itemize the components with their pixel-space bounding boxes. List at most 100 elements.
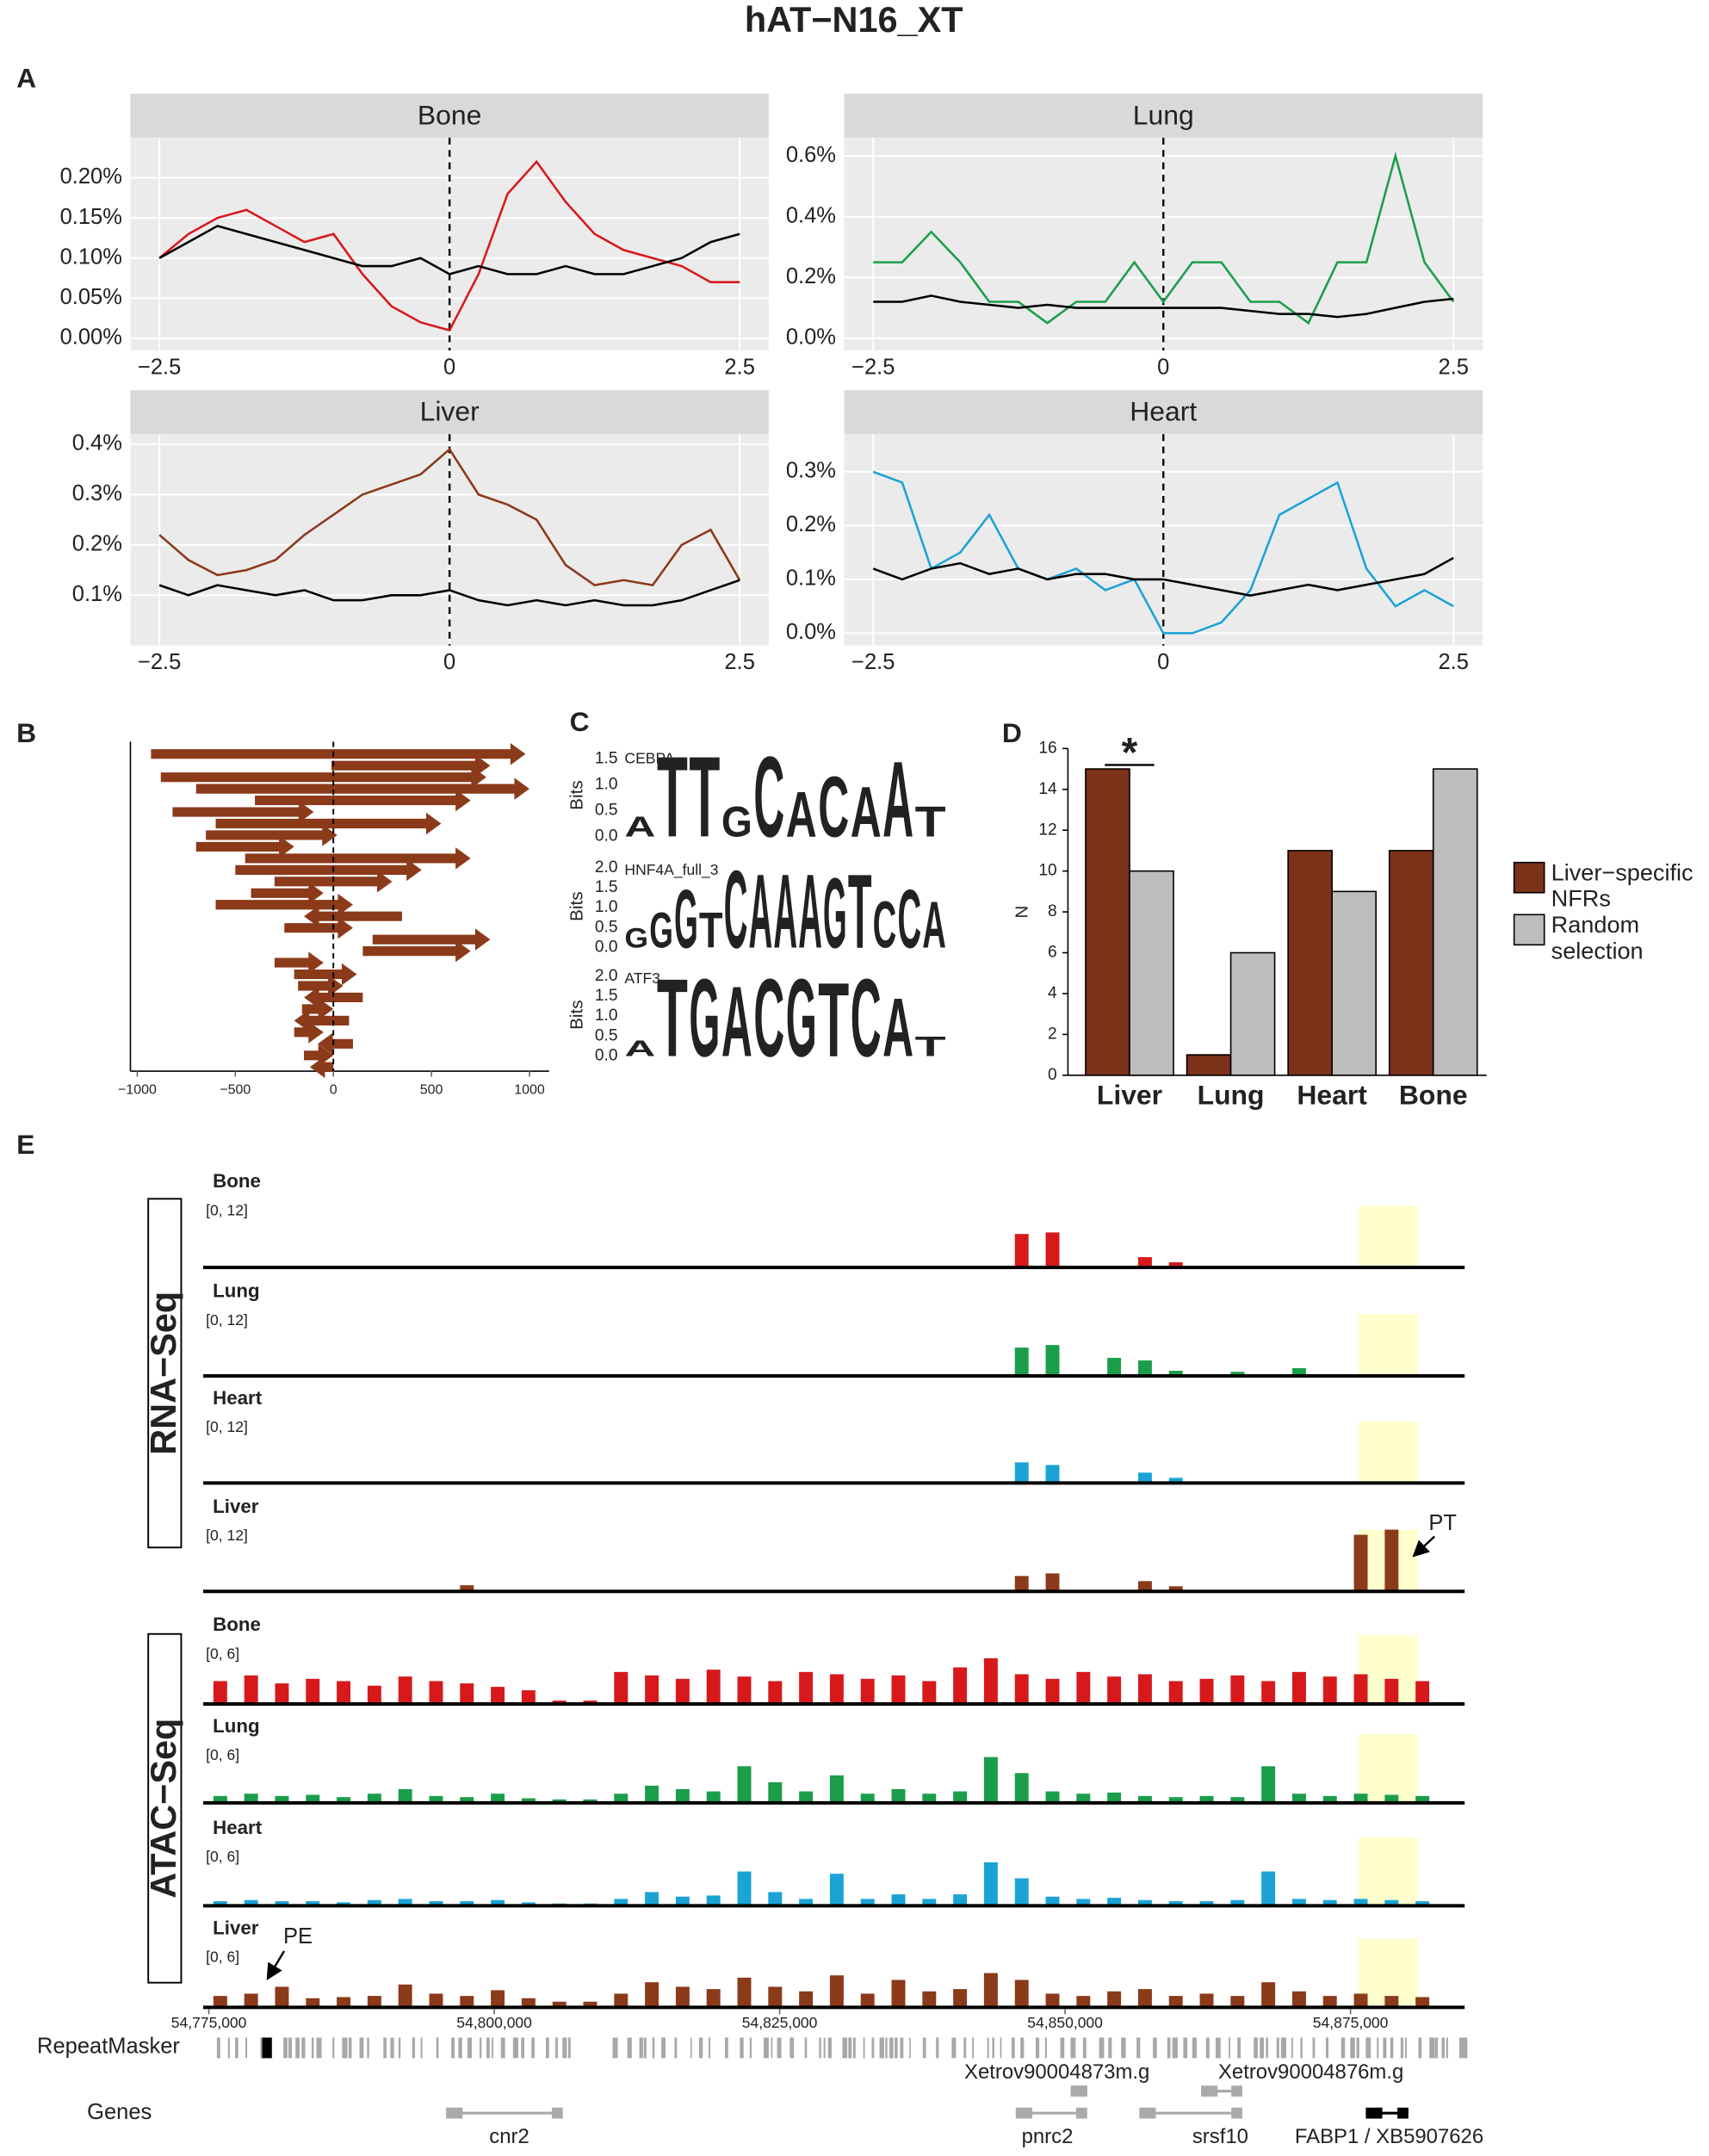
x-tick-label: −1000 <box>118 1083 157 1098</box>
x-tick-label: 54,825,000 <box>742 2014 818 2031</box>
signal-bar <box>1014 1348 1029 1376</box>
annotation-arrow <box>1412 1535 1435 1558</box>
signal-bar <box>429 1993 443 2008</box>
y-tick-label: 4 <box>1048 984 1057 1002</box>
signal-bar <box>614 1899 628 1906</box>
bar <box>1432 768 1478 1076</box>
signal-bar <box>799 1899 814 1906</box>
repeat-block <box>852 2037 856 2059</box>
repeat-block <box>412 2037 416 2059</box>
gene-exon <box>1231 2085 1242 2097</box>
signal-bar <box>922 1991 937 2008</box>
signal-bar <box>1045 1345 1060 1376</box>
logo-letter: C <box>753 733 784 861</box>
gene-name: FABP1 / XB5907626 <box>1295 2125 1483 2148</box>
signal-bar <box>1291 1991 1306 2008</box>
legend-swatch <box>1513 861 1545 894</box>
y-tick-label: 0.3% <box>786 459 836 483</box>
repeat-block <box>643 2037 647 2059</box>
signal-bar <box>706 1989 721 2008</box>
signal-bar <box>983 1657 998 1705</box>
repeat-block <box>348 2037 352 2059</box>
repeat-block <box>1167 2037 1171 2059</box>
repeat-block <box>383 2037 387 2059</box>
logo-letter: T <box>689 733 720 861</box>
signal-bar <box>829 1674 844 1705</box>
signal-bar <box>706 1895 721 1906</box>
x-tick-label: 2.5 <box>724 650 754 674</box>
signal-bar <box>737 1766 752 1803</box>
y-axis-label: N <box>1012 906 1031 919</box>
repeat-block <box>909 2037 911 2059</box>
signal-bar <box>799 1991 814 2008</box>
repeat-block <box>1434 2037 1439 2059</box>
signal-bar <box>1415 1681 1430 1705</box>
signal-bar <box>922 1681 937 1705</box>
series-line <box>872 470 1454 635</box>
signal-bar <box>1261 1871 1276 1906</box>
bar <box>1085 768 1130 1076</box>
series-line <box>158 159 740 332</box>
signal-bar <box>367 1685 381 1705</box>
repeat-block <box>1280 2037 1286 2059</box>
repeat-block <box>992 2037 994 2059</box>
signal-bar <box>1384 1678 1399 1705</box>
repeat-block <box>842 2037 848 2059</box>
signal-bar <box>1045 1232 1060 1268</box>
arrow-segment <box>294 1021 324 1044</box>
x-tick-label: 54,800,000 <box>456 2014 532 2031</box>
signal-bar <box>891 1979 906 2008</box>
logo-letter: G <box>649 904 673 959</box>
signal-bar <box>213 1996 227 2008</box>
gene-exon <box>1231 2107 1242 2119</box>
repeat-block <box>1446 2037 1448 2059</box>
signal-bar <box>645 1892 659 1906</box>
signal-bar <box>1291 1899 1306 1906</box>
repeat-block <box>871 2037 875 2059</box>
motif-name: ATF3 <box>624 970 660 987</box>
signal-bar <box>1137 1989 1152 2008</box>
panel-label: B <box>16 717 36 748</box>
repeat-block <box>1099 2037 1105 2059</box>
logo-letter: C <box>753 956 784 1080</box>
repeat-block <box>639 2037 643 2059</box>
signal-bar <box>1353 1794 1368 1803</box>
signal-bar <box>429 1795 443 1803</box>
x-tick-label: 2.5 <box>1439 650 1469 674</box>
repeat-block <box>567 2037 571 2059</box>
logo-letter: A <box>749 852 773 970</box>
y-tick-label: 0.5 <box>595 1026 618 1044</box>
signal-bar <box>337 1997 351 2008</box>
repeat-block <box>885 2037 888 2059</box>
signal-bar <box>1322 1676 1337 1705</box>
signal-bar <box>799 1671 814 1705</box>
signal-bar <box>675 1678 690 1705</box>
facet-title: Bone <box>418 99 481 130</box>
group-label: RNA−Seq <box>143 1292 183 1455</box>
arrow-segment <box>298 975 344 997</box>
signal-bar <box>1291 1368 1306 1376</box>
signal-bar <box>1168 1371 1183 1376</box>
genes-label: Genes <box>87 2100 152 2124</box>
signal-bar <box>398 1984 412 2008</box>
signal-bar <box>1168 1996 1183 2008</box>
repeat-block <box>1377 2037 1379 2059</box>
signal-bar <box>521 1690 536 1705</box>
signal-bar <box>953 1667 968 1705</box>
repeat-block <box>709 2037 711 2059</box>
repeat-block <box>1060 2037 1065 2059</box>
signal-bar <box>275 1986 289 2008</box>
repeat-block <box>763 2037 769 2059</box>
signal-bar <box>675 1896 690 1906</box>
signal-bar <box>737 1871 752 1906</box>
repeat-block <box>521 2037 524 2059</box>
arrow-segment <box>372 928 491 951</box>
signal-bar <box>614 1671 628 1705</box>
signal-bar <box>891 1894 906 1906</box>
y-tick-label: 16 <box>1038 739 1056 757</box>
arrow-segment <box>294 1009 350 1032</box>
gene-name: srsf10 <box>1192 2125 1248 2148</box>
x-tick-label: −2.5 <box>851 650 895 674</box>
x-tick-label: −500 <box>220 1083 251 1098</box>
repeat-block <box>295 2037 300 2059</box>
